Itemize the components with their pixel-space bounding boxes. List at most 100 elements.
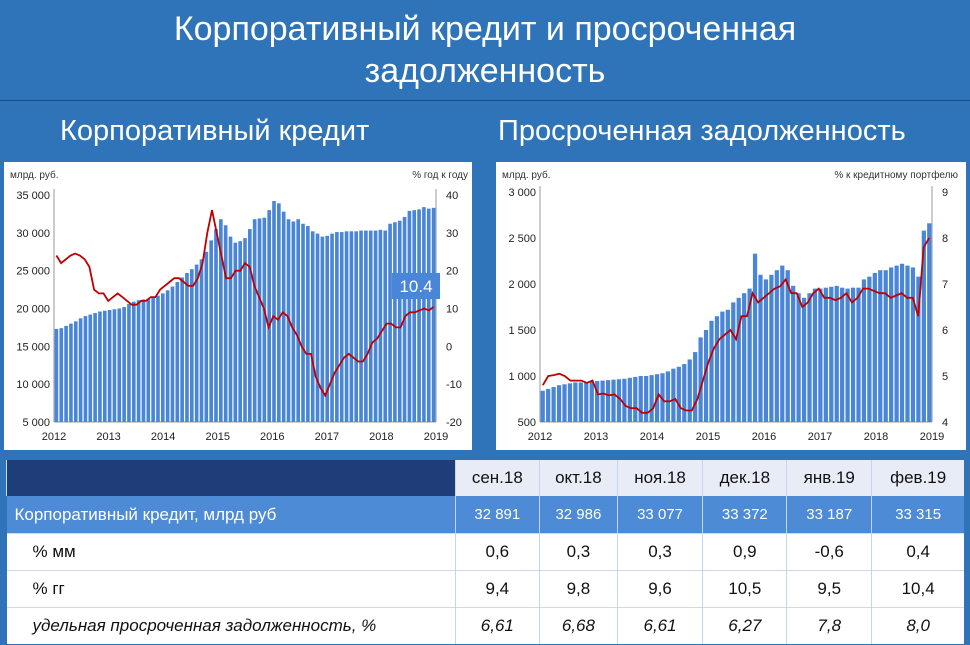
chart-bar xyxy=(894,265,899,422)
chart-bar xyxy=(834,285,839,422)
table-cell: 9,5 xyxy=(786,570,872,608)
table-cell: 0,6 xyxy=(454,533,540,571)
y-axis-label: млрд. руб. xyxy=(502,169,551,181)
chart-bar xyxy=(344,231,349,422)
x-tick-label: 2013 xyxy=(584,431,608,443)
chart-bar xyxy=(840,287,845,422)
chart-bar xyxy=(791,285,796,422)
table-cell: 0,3 xyxy=(616,533,703,571)
y-tick-label: 500 xyxy=(518,417,536,429)
chart-bar xyxy=(752,253,758,422)
y2-tick-label: -20 xyxy=(446,417,462,429)
chart-bar xyxy=(281,211,286,422)
chart-bar xyxy=(117,308,122,422)
chart-bar xyxy=(850,287,856,422)
chart-bar xyxy=(330,233,334,422)
y2-tick-label: 40 xyxy=(446,190,458,202)
chart-bar xyxy=(742,293,747,422)
chart-bar xyxy=(306,226,310,422)
chart-bar xyxy=(277,203,281,422)
chart-bar xyxy=(551,387,556,422)
table-row-yoy: % гг 9,4 9,8 9,6 10,5 9,5 10,4 xyxy=(6,570,964,608)
x-tick-label: 2018 xyxy=(369,431,393,443)
x-tick-label: 2015 xyxy=(205,431,229,443)
chart-bar xyxy=(204,251,209,422)
table-row-overdue-share: удельная просроченная задолженность, % 6… xyxy=(6,607,964,644)
chart-bar xyxy=(349,231,354,422)
chart-bar xyxy=(785,270,790,422)
chart-bar xyxy=(252,219,257,422)
table-cell: 6,68 xyxy=(539,607,618,644)
chart-bar xyxy=(393,222,397,422)
chart-bar xyxy=(189,269,194,422)
chart-bar xyxy=(823,287,828,422)
row-label: Корпоративный кредит, млрд руб xyxy=(6,496,455,534)
chart-bar xyxy=(660,373,665,422)
y-tick-label: 30 000 xyxy=(16,228,50,240)
chart-bar xyxy=(165,290,170,422)
chart-bar xyxy=(600,380,605,422)
left-chart-subtitle: Корпоративный кредит xyxy=(60,115,370,147)
chart-bar xyxy=(238,241,242,422)
chart-bar xyxy=(214,229,218,422)
chart-bar xyxy=(127,303,131,422)
chart-bar xyxy=(720,311,725,422)
chart-bar xyxy=(98,311,102,422)
chart-bar xyxy=(431,207,436,422)
chart-bar xyxy=(546,388,551,422)
y2-tick-label: 30 xyxy=(446,228,458,240)
y2-tick-label: 8 xyxy=(942,233,948,245)
table-cell: 0,9 xyxy=(702,533,787,571)
chart-bar xyxy=(156,295,160,422)
chart-bar xyxy=(540,390,545,422)
y2-tick-label: -10 xyxy=(446,379,462,391)
table-cell: 6,61 xyxy=(454,607,540,644)
month-header: окт.18 xyxy=(539,460,618,496)
chart-bar xyxy=(758,274,763,422)
table-cell: 0,4 xyxy=(871,533,964,571)
chart-bar xyxy=(829,286,834,422)
corporate-credit-chart-panel: млрд. руб. % год к году 35 000 30 000 25 000… xyxy=(4,162,472,450)
chart-bar xyxy=(185,272,189,422)
table-cell: 6,27 xyxy=(702,607,787,644)
y2-tick-label: 5 xyxy=(942,371,948,383)
chart-bar xyxy=(359,230,363,422)
title-divider xyxy=(0,100,970,101)
chart-bar xyxy=(665,371,671,422)
chart-bar xyxy=(644,376,649,422)
chart-bar xyxy=(228,236,233,422)
table-cell: 8,0 xyxy=(871,607,964,644)
chart-bar xyxy=(93,313,97,422)
chart-bar xyxy=(54,328,59,422)
chart-bar xyxy=(682,364,687,422)
chart-bar xyxy=(584,381,589,422)
chart-bar xyxy=(219,219,223,422)
row-label: % мм xyxy=(6,533,455,571)
chart-bar xyxy=(151,297,155,422)
x-tick-label: 2017 xyxy=(808,431,832,443)
chart-bar xyxy=(223,225,228,422)
chart-bar xyxy=(578,382,583,422)
y2-tick-label: 20 xyxy=(446,266,458,278)
month-header: дек.18 xyxy=(702,460,787,496)
chart-bar xyxy=(141,299,146,422)
chart-bar xyxy=(417,209,421,422)
chart-bar xyxy=(397,220,402,422)
chart-bar xyxy=(373,230,378,422)
chart-bar xyxy=(693,352,698,422)
chart-bar xyxy=(248,229,252,422)
y-tick-label: 20 000 xyxy=(16,304,50,316)
y-tick-label: 10 000 xyxy=(16,379,50,391)
y2-tick-label: 4 xyxy=(942,417,948,429)
chart-bar xyxy=(905,265,910,422)
x-tick-label: 2017 xyxy=(315,431,339,443)
slide-title: Корпоративный кредит и просроченная задо… xyxy=(0,0,970,100)
x-tick-label: 2018 xyxy=(864,431,888,443)
chart-bar xyxy=(616,379,622,422)
chart-bar xyxy=(257,218,262,422)
chart-bar xyxy=(199,259,204,422)
chart-bar xyxy=(747,288,752,422)
chart-bar xyxy=(378,229,383,422)
chart-bar xyxy=(243,238,247,422)
chart-bar xyxy=(703,330,709,422)
